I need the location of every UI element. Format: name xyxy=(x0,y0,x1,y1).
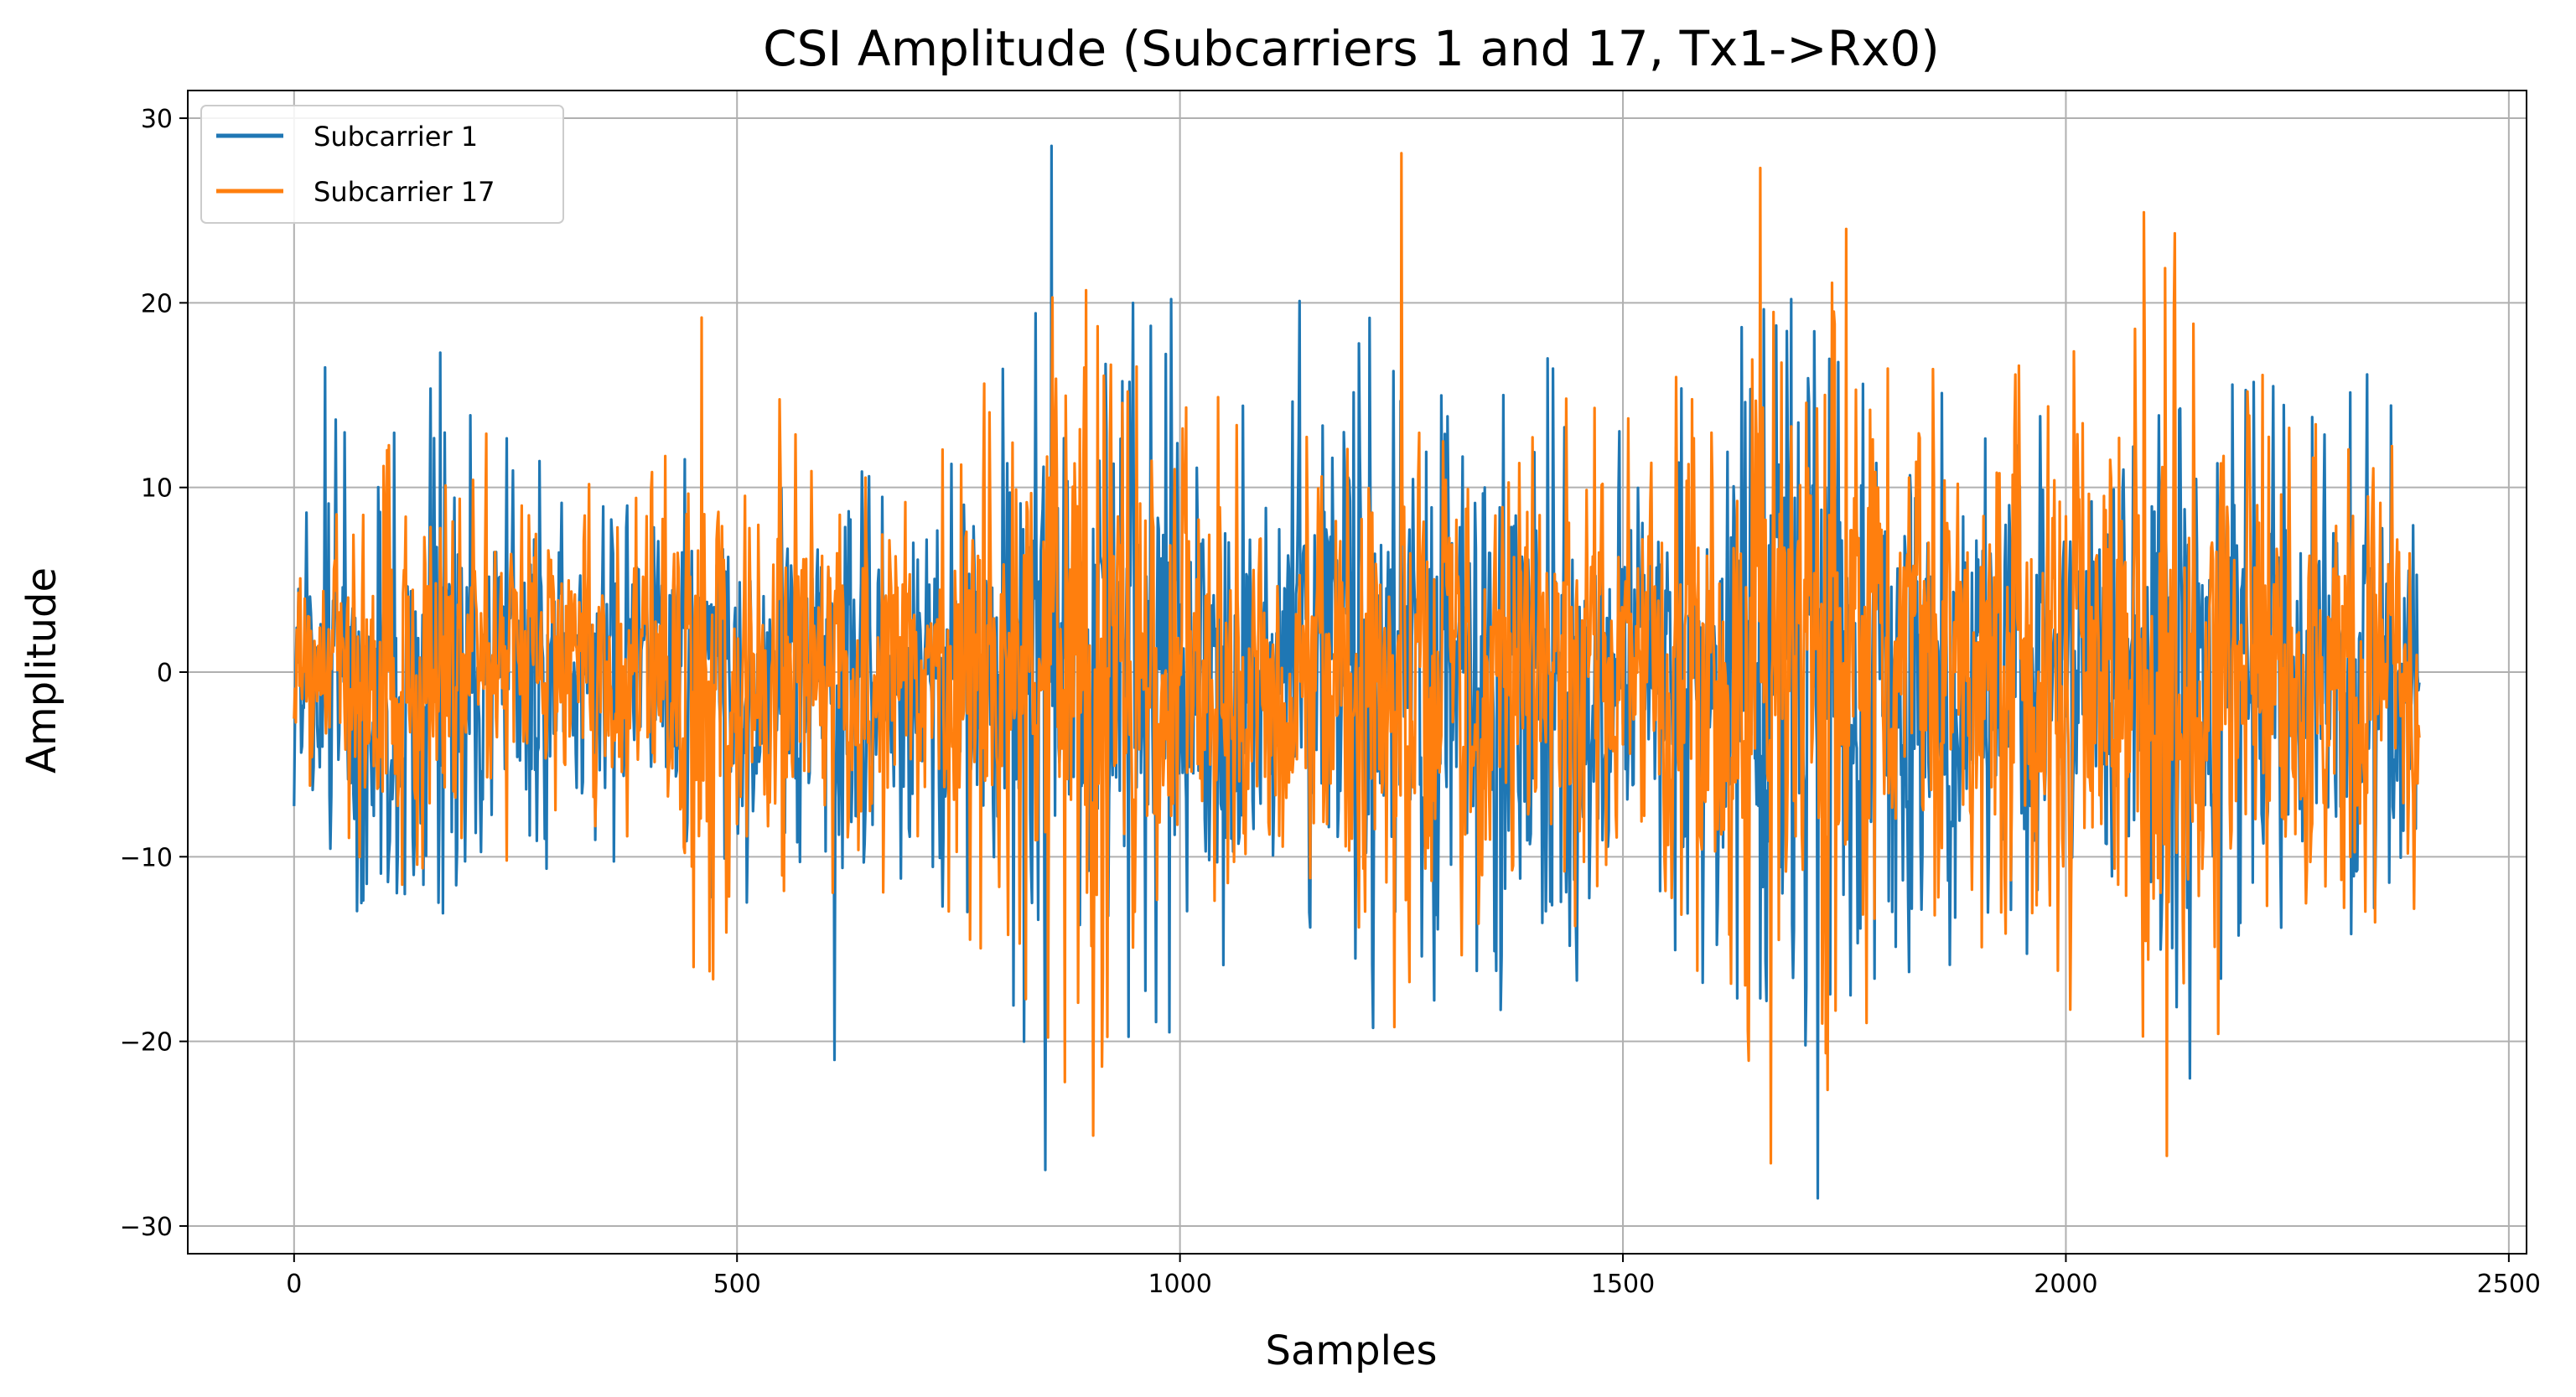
x-tick-label: 0 xyxy=(286,1270,302,1299)
x-tick-label: 500 xyxy=(713,1270,761,1299)
y-tick-label: −20 xyxy=(120,1028,173,1058)
x-tick-label: 2500 xyxy=(2477,1270,2541,1299)
y-tick-label: −10 xyxy=(120,843,173,872)
chart-title: CSI Amplitude (Subcarriers 1 and 17, Tx1… xyxy=(763,20,1940,77)
y-tick-label: 30 xyxy=(141,105,173,134)
series-line-subcarrier-17 xyxy=(293,152,2421,1165)
x-tick-label: 1500 xyxy=(1591,1270,1655,1299)
y-tick-label: 0 xyxy=(157,659,173,688)
legend-label-subcarrier-17: Subcarrier 17 xyxy=(314,176,495,208)
legend: Subcarrier 1 Subcarrier 17 xyxy=(200,105,564,224)
y-axis: −30 −20 −10 0 10 20 30 xyxy=(120,105,188,1242)
series-layer xyxy=(293,144,2421,1200)
y-tick-label: 10 xyxy=(141,474,173,504)
y-axis-title: Amplitude xyxy=(18,567,65,774)
x-tick-label: 1000 xyxy=(1148,1270,1211,1299)
y-tick-label: −30 xyxy=(120,1213,173,1242)
y-tick-label: 20 xyxy=(141,289,173,318)
legend-label-subcarrier-1: Subcarrier 1 xyxy=(314,121,478,153)
x-axis-title: Samples xyxy=(1266,1327,1438,1374)
legend-box xyxy=(200,105,564,224)
x-axis: 0 500 1000 1500 2000 2500 xyxy=(286,1254,2541,1299)
x-tick-label: 2000 xyxy=(2034,1270,2097,1299)
